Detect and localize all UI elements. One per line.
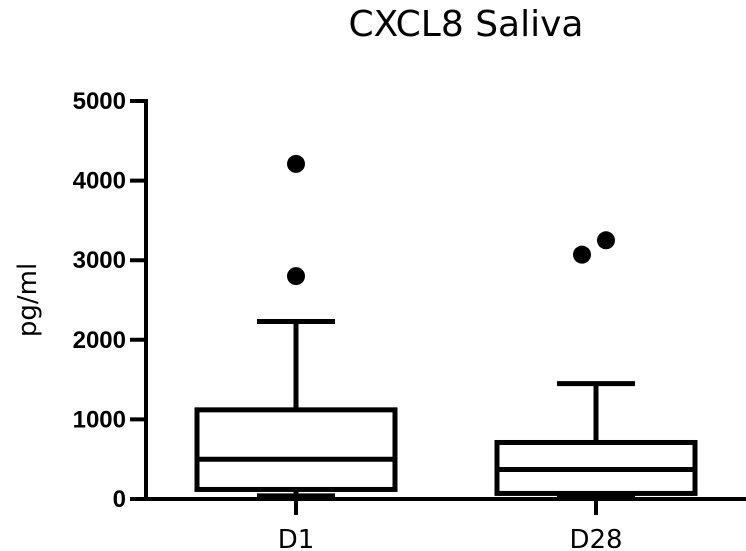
y-tick-label-4000: 4000 <box>73 168 126 195</box>
y-tick-label-3000: 3000 <box>73 247 126 274</box>
iqr-box-d1 <box>194 407 398 492</box>
outlier-point-d28-2 <box>597 231 615 250</box>
y-tick-label-5000: 5000 <box>73 88 126 115</box>
y-tick-label-1000: 1000 <box>73 406 126 433</box>
outlier-point-d1-1 <box>287 267 305 286</box>
box-d1 <box>194 154 398 499</box>
outlier-point-d28-1 <box>573 245 591 264</box>
y-axis-label: pg/ml <box>13 263 43 337</box>
x-tick-label-d28: D28 <box>569 525 622 551</box>
x-axis: D1 D28 <box>144 497 746 551</box>
y-tick-label-2000: 2000 <box>73 327 126 354</box>
box-d28 <box>494 231 698 499</box>
y-axis: 0 1000 2000 3000 4000 5000 <box>73 88 148 513</box>
x-tick-label-d1: D1 <box>278 525 315 551</box>
outlier-point-d1-2 <box>287 154 305 173</box>
chart-title: CXCL8 Saliva <box>348 4 583 45</box>
boxes-group <box>194 154 698 499</box>
y-tick-label-0: 0 <box>113 486 126 513</box>
